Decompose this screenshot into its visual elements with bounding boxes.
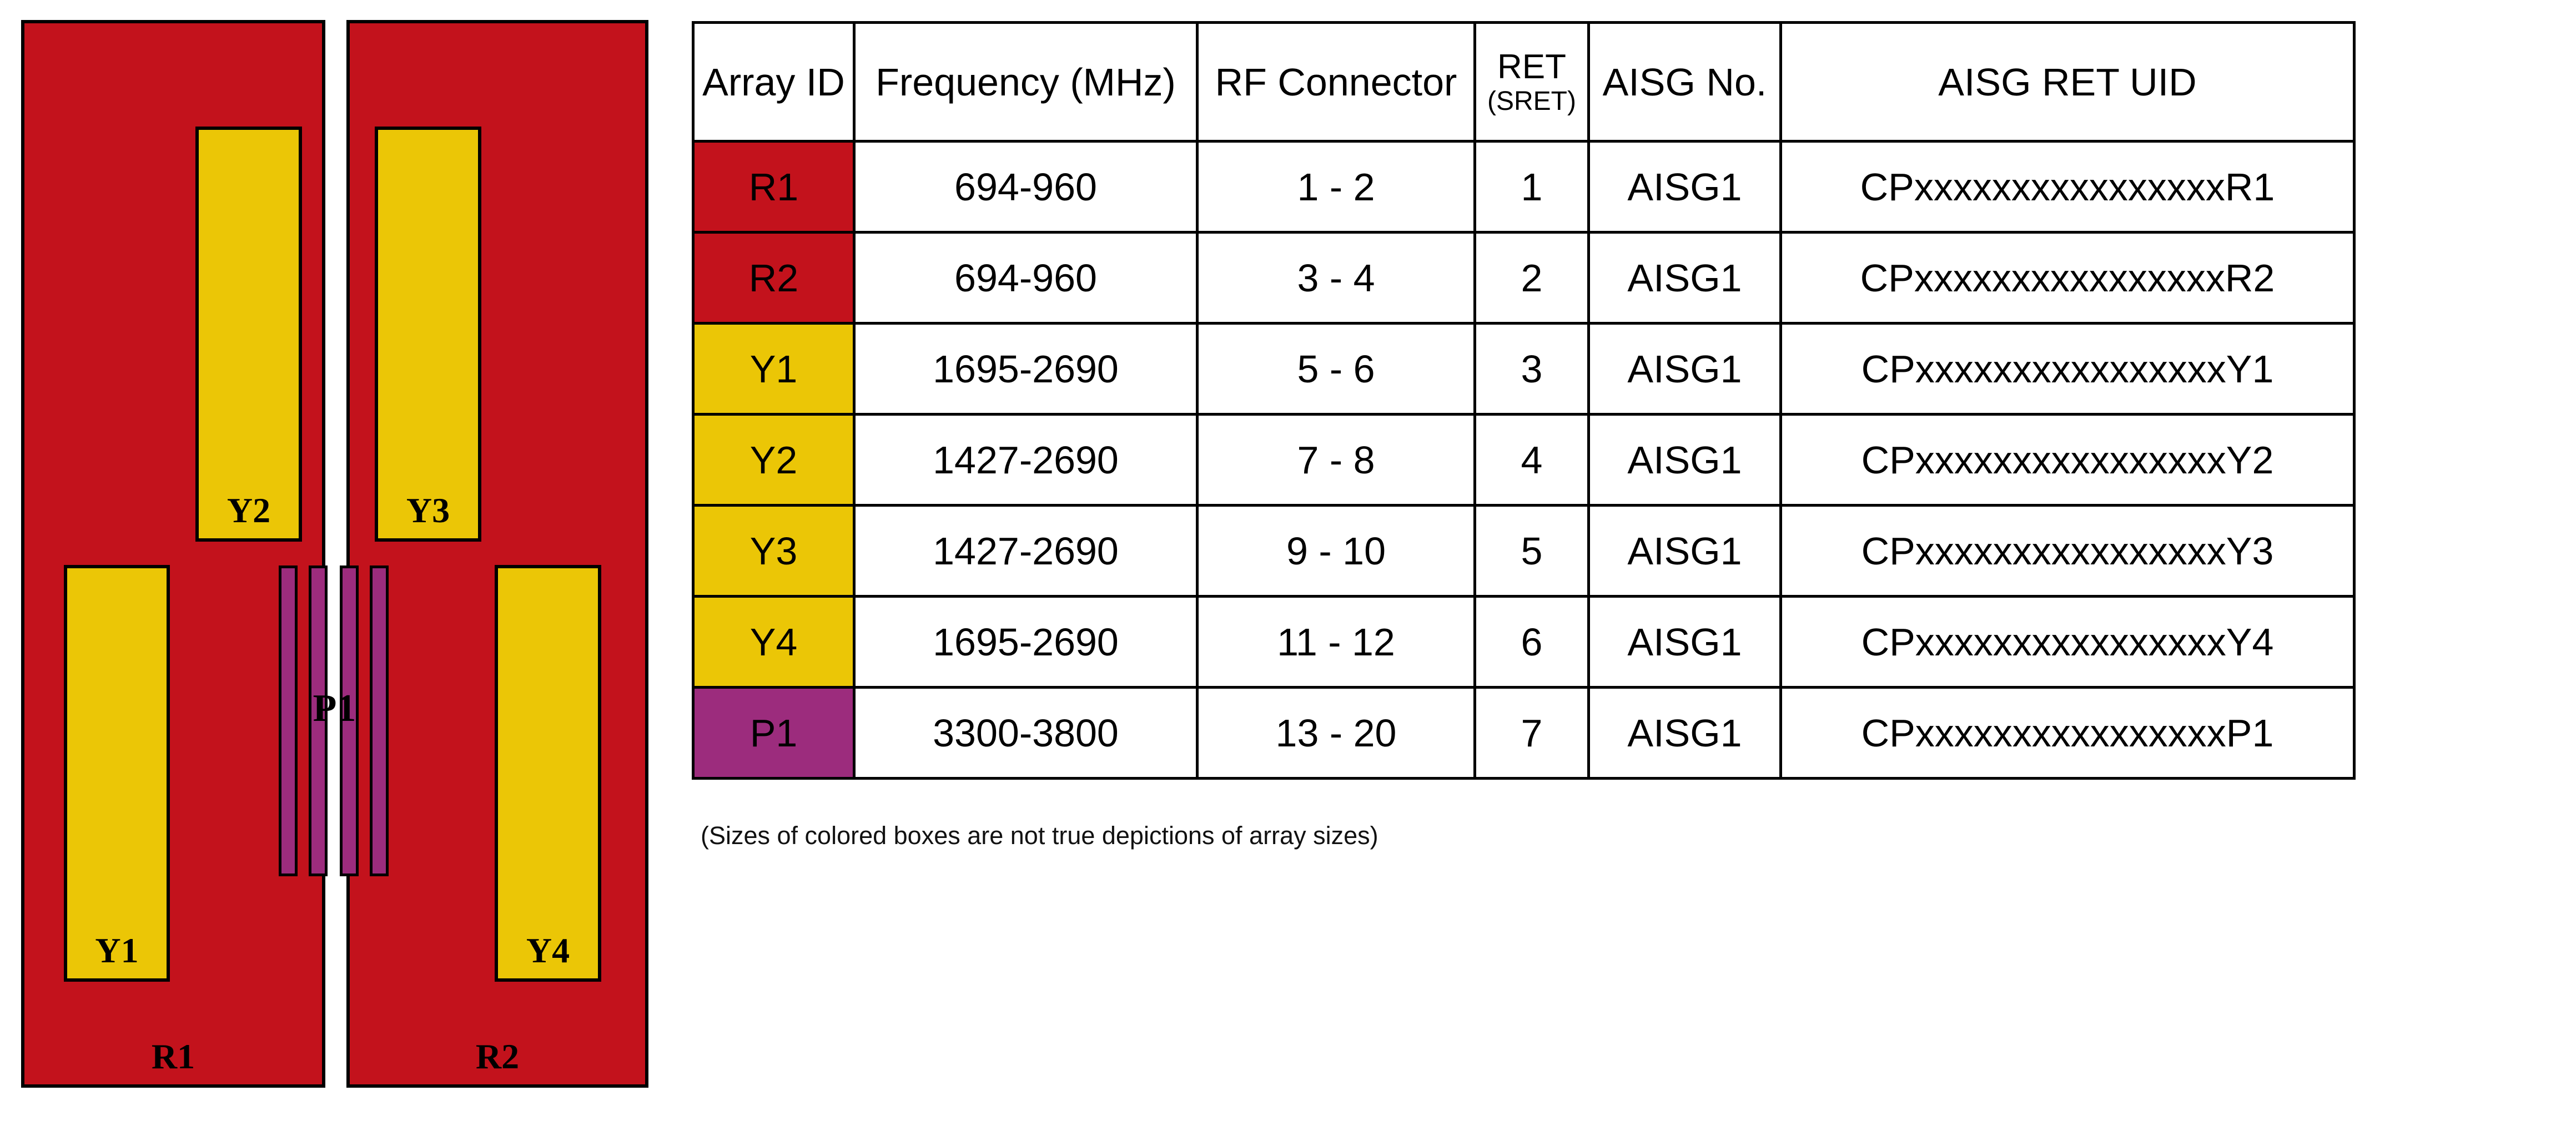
header-aisg-ret-uid: AISG RET UID: [1779, 21, 2356, 143]
array-box-y1: Y1: [64, 565, 170, 982]
cell-rf-connector: 3 - 4: [1196, 231, 1476, 325]
header-ret-main: RET: [1497, 48, 1566, 87]
cell-frequency: 694-960: [853, 231, 1199, 325]
cell-array-id: Y1: [692, 322, 856, 416]
panel-r2-label: R2: [475, 1037, 520, 1076]
cell-aisg-ret-uid: CPxxxxxxxxxxxxxxxxY2: [1779, 413, 2356, 507]
table-row-y3: Y3 1427-2690 9 - 10 5 AISG1 CPxxxxxxxxxx…: [692, 504, 2356, 598]
table-row-p1: P1 3300-3800 13 - 20 7 AISG1 CPxxxxxxxxx…: [692, 686, 2356, 780]
table-row-y2: Y2 1427-2690 7 - 8 4 AISG1 CPxxxxxxxxxxx…: [692, 413, 2356, 507]
array-box-y4: Y4: [495, 565, 601, 982]
cell-rf-connector: 13 - 20: [1196, 686, 1476, 780]
cell-aisg-ret-uid: CPxxxxxxxxxxxxxxxxP1: [1779, 686, 2356, 780]
cell-rf-connector: 9 - 10: [1196, 504, 1476, 598]
cell-aisg-ret-uid: CPxxxxxxxxxxxxxxxxY3: [1779, 504, 2356, 598]
cell-ret: 3: [1473, 322, 1590, 416]
cell-aisg-no: AISG1: [1587, 231, 1782, 325]
header-array-id: Array ID: [692, 21, 856, 143]
cell-array-id: Y3: [692, 504, 856, 598]
cell-aisg-no: AISG1: [1587, 686, 1782, 780]
cell-aisg-no: AISG1: [1587, 595, 1782, 689]
cell-aisg-ret-uid: CPxxxxxxxxxxxxxxxxR1: [1779, 140, 2356, 234]
antenna-array-diagram: R1 R2 Y1 Y2 Y3 Y4 P1: [0, 0, 688, 1121]
array-box-y2: Y2: [195, 127, 302, 542]
cell-frequency: 694-960: [853, 140, 1199, 234]
header-ret-sub: (SRET): [1487, 86, 1576, 116]
p1-array-strip-2: [309, 565, 328, 876]
cell-aisg-ret-uid: CPxxxxxxxxxxxxxxxxY1: [1779, 322, 2356, 416]
cell-ret: 5: [1473, 504, 1590, 598]
cell-array-id: Y4: [692, 595, 856, 689]
cell-ret: 6: [1473, 595, 1590, 689]
cell-rf-connector: 1 - 2: [1196, 140, 1476, 234]
cell-array-id: P1: [692, 686, 856, 780]
cell-frequency: 1427-2690: [853, 413, 1199, 507]
header-aisg-no: AISG No.: [1587, 21, 1782, 143]
array-box-y3: Y3: [375, 127, 481, 542]
array-y3-label: Y3: [406, 491, 450, 530]
cell-array-id: Y2: [692, 413, 856, 507]
header-ret: RET (SRET): [1473, 21, 1590, 143]
array-y1-label: Y1: [95, 931, 139, 970]
table-header-row: Array ID Frequency (MHz) RF Connector RE…: [692, 21, 2356, 143]
p1-array-label: P1: [313, 687, 356, 730]
cell-array-id: R1: [692, 140, 856, 234]
p1-array-strip-4: [370, 565, 389, 876]
p1-array-strip-3: [340, 565, 359, 876]
header-frequency: Frequency (MHz): [853, 21, 1199, 143]
array-y2-label: Y2: [227, 491, 271, 530]
cell-frequency: 1695-2690: [853, 595, 1199, 689]
cell-rf-connector: 5 - 6: [1196, 322, 1476, 416]
cell-aisg-no: AISG1: [1587, 140, 1782, 234]
cell-aisg-ret-uid: CPxxxxxxxxxxxxxxxxY4: [1779, 595, 2356, 689]
cell-ret: 7: [1473, 686, 1590, 780]
cell-ret: 1: [1473, 140, 1590, 234]
cell-aisg-no: AISG1: [1587, 322, 1782, 416]
cell-frequency: 1695-2690: [853, 322, 1199, 416]
header-rf-connector: RF Connector: [1196, 21, 1476, 143]
cell-aisg-no: AISG1: [1587, 413, 1782, 507]
cell-frequency: 1427-2690: [853, 504, 1199, 598]
cell-ret: 2: [1473, 231, 1590, 325]
table-row-y1: Y1 1695-2690 5 - 6 3 AISG1 CPxxxxxxxxxxx…: [692, 322, 2356, 416]
cell-aisg-ret-uid: CPxxxxxxxxxxxxxxxxR2: [1779, 231, 2356, 325]
array-y4-label: Y4: [526, 931, 570, 970]
table-row-r1: R1 694-960 1 - 2 1 AISG1 CPxxxxxxxxxxxxx…: [692, 140, 2356, 234]
table-row-r2: R2 694-960 3 - 4 2 AISG1 CPxxxxxxxxxxxxx…: [692, 231, 2356, 325]
cell-aisg-no: AISG1: [1587, 504, 1782, 598]
table-row-y4: Y4 1695-2690 11 - 12 6 AISG1 CPxxxxxxxxx…: [692, 595, 2356, 689]
cell-rf-connector: 7 - 8: [1196, 413, 1476, 507]
cell-rf-connector: 11 - 12: [1196, 595, 1476, 689]
cell-array-id: R2: [692, 231, 856, 325]
cell-frequency: 3300-3800: [853, 686, 1199, 780]
array-spec-table: Array ID Frequency (MHz) RF Connector RE…: [692, 21, 2356, 780]
panel-r1-label: R1: [151, 1037, 195, 1076]
p1-array-strip-1: [279, 565, 298, 876]
table-footnote: (Sizes of colored boxes are not true dep…: [701, 821, 1378, 850]
cell-ret: 4: [1473, 413, 1590, 507]
